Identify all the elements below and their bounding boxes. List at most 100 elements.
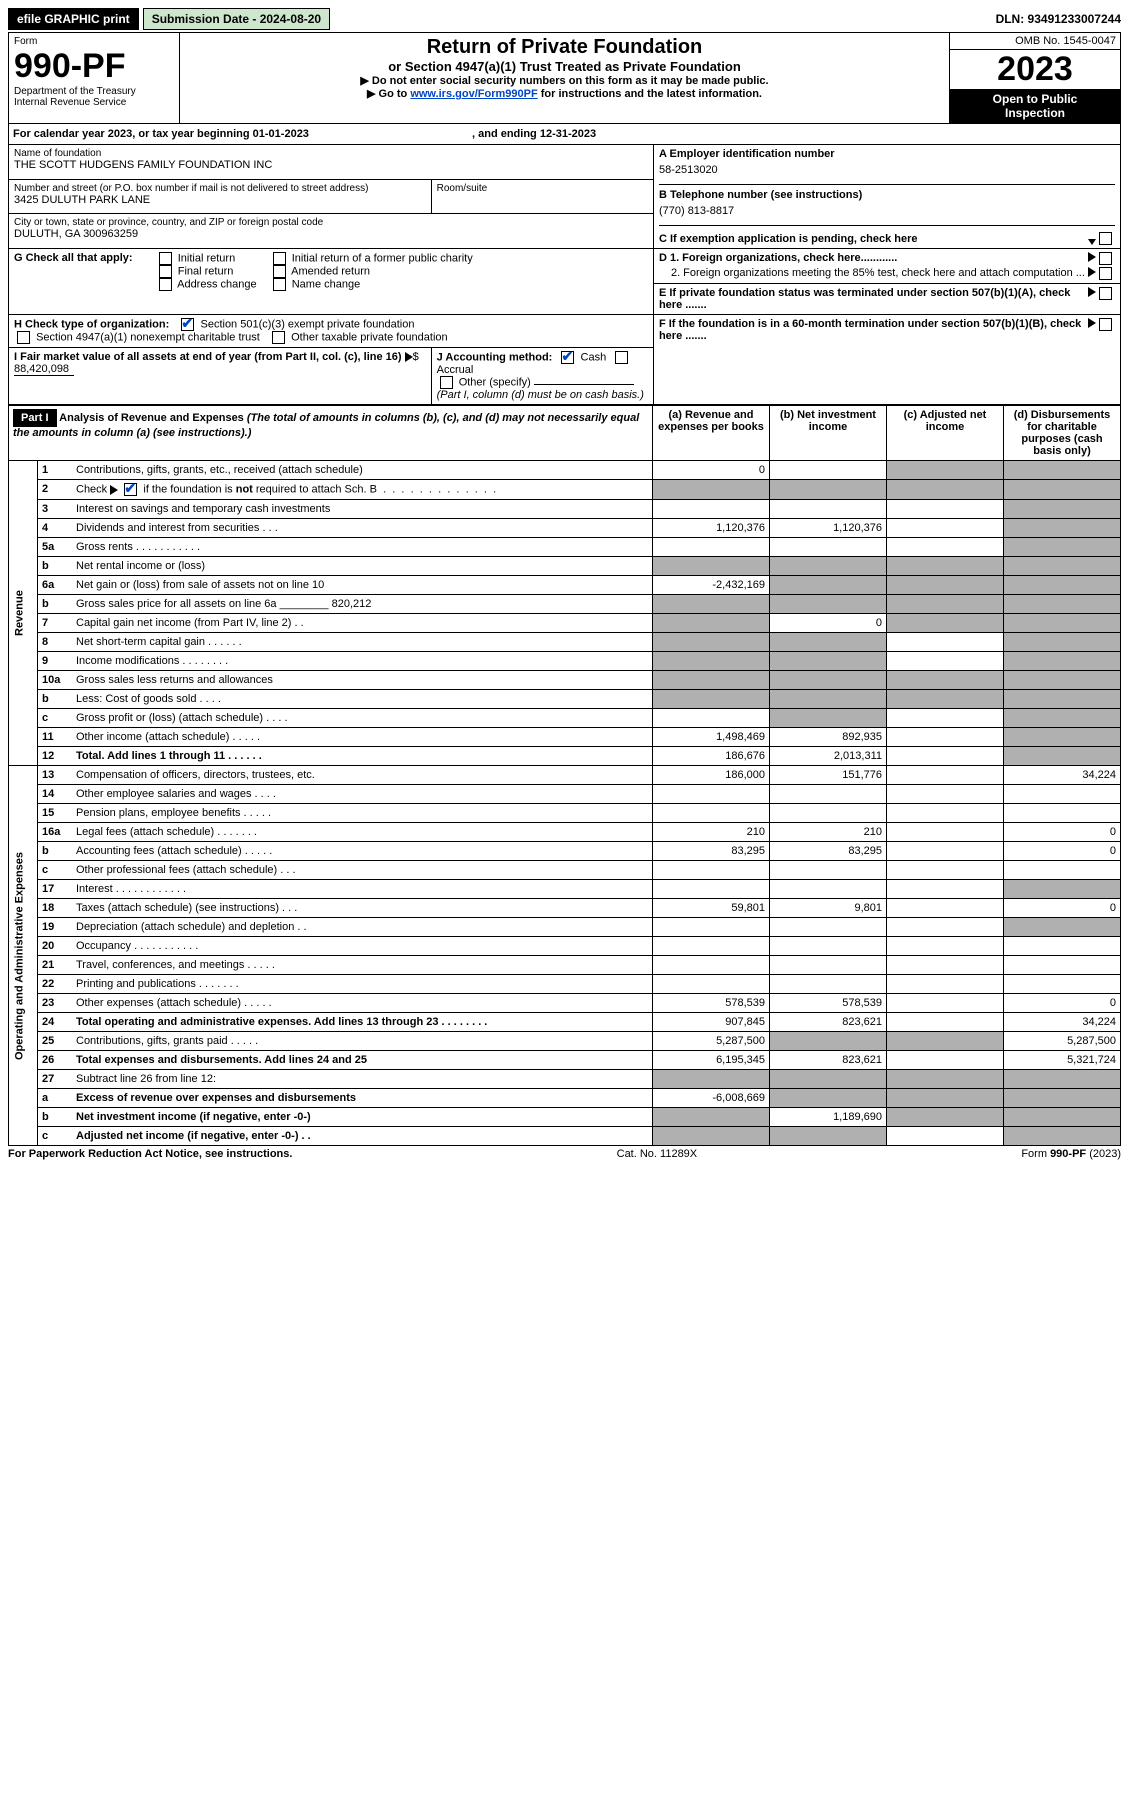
value-cell — [1004, 975, 1121, 994]
j-cash-checkbox[interactable] — [561, 351, 574, 364]
value-cell — [1004, 557, 1121, 576]
value-cell — [653, 690, 770, 709]
j-accrual-checkbox[interactable] — [615, 351, 628, 364]
city-value: DULUTH, GA 300963259 — [14, 228, 648, 240]
value-cell — [653, 880, 770, 899]
value-cell: 0 — [1004, 842, 1121, 861]
tax-year: 2023 — [950, 50, 1120, 89]
efile-button[interactable]: efile GRAPHIC print — [8, 8, 139, 30]
row-description: Subtract line 26 from line 12: — [72, 1070, 653, 1089]
value-cell — [770, 576, 887, 595]
name-label: Name of foundation — [14, 148, 648, 159]
value-cell — [653, 671, 770, 690]
table-row: aExcess of revenue over expenses and dis… — [9, 1089, 1121, 1108]
irs-label: Internal Revenue Service — [14, 97, 174, 108]
form-label: Form — [14, 36, 174, 47]
g-final-checkbox[interactable] — [159, 265, 172, 278]
row-description: Total operating and administrative expen… — [72, 1013, 653, 1032]
value-cell — [1004, 956, 1121, 975]
row-description: Net gain or (loss) from sale of assets n… — [72, 576, 653, 595]
value-cell: 83,295 — [653, 842, 770, 861]
value-cell: 210 — [770, 823, 887, 842]
c-checkbox[interactable] — [1099, 232, 1112, 245]
table-row: 10aGross sales less returns and allowanc… — [9, 671, 1121, 690]
e-checkbox[interactable] — [1099, 287, 1112, 300]
j-accrual: Accrual — [437, 364, 474, 376]
value-cell — [887, 747, 1004, 766]
submission-button[interactable]: Submission Date - 2024-08-20 — [143, 8, 330, 30]
g-initial-checkbox[interactable] — [159, 252, 172, 265]
value-cell — [887, 994, 1004, 1013]
h-other: Other taxable private foundation — [291, 331, 448, 343]
h-4947-checkbox[interactable] — [17, 331, 30, 344]
value-cell — [1004, 747, 1121, 766]
row-number: 19 — [38, 918, 73, 937]
room-cell: Room/suite — [431, 179, 653, 214]
value-cell — [653, 1070, 770, 1089]
g-former-checkbox[interactable] — [273, 252, 286, 265]
h-label: H Check type of organization: — [14, 318, 169, 330]
row-description: Net rental income or (loss) — [72, 557, 653, 576]
form990pf-link[interactable]: www.irs.gov/Form990PF — [410, 88, 537, 100]
j-other-checkbox[interactable] — [440, 376, 453, 389]
table-row: 18Taxes (attach schedule) (see instructi… — [9, 899, 1121, 918]
d2-checkbox[interactable] — [1099, 267, 1112, 280]
value-cell — [887, 461, 1004, 480]
value-cell — [887, 557, 1004, 576]
row-description: Gross rents . . . . . . . . . . . — [72, 538, 653, 557]
value-cell: 5,287,500 — [1004, 1032, 1121, 1051]
name-cell: Name of foundation THE SCOTT HUDGENS FAM… — [9, 145, 654, 180]
row-number: 20 — [38, 937, 73, 956]
g-name-checkbox[interactable] — [273, 278, 286, 291]
value-cell — [1004, 880, 1121, 899]
row-number: c — [38, 861, 73, 880]
row-description: Total expenses and disbursements. Add li… — [72, 1051, 653, 1070]
g-opt-5: Name change — [292, 278, 361, 290]
triangle-icon — [1088, 252, 1096, 262]
f-checkbox[interactable] — [1099, 318, 1112, 331]
row-description: Contributions, gifts, grants, etc., rece… — [72, 461, 653, 480]
value-cell — [653, 1108, 770, 1127]
address-cell: Number and street (or P.O. box number if… — [9, 179, 432, 214]
table-row: 23Other expenses (attach schedule) . . .… — [9, 994, 1121, 1013]
table-row: 26Total expenses and disbursements. Add … — [9, 1051, 1121, 1070]
g-opt-3: Initial return of a former public charit… — [292, 252, 473, 264]
h-501c3-checkbox[interactable] — [181, 318, 194, 331]
value-cell — [887, 861, 1004, 880]
value-cell: 210 — [653, 823, 770, 842]
table-row: cOther professional fees (attach schedul… — [9, 861, 1121, 880]
value-cell: 823,621 — [770, 1051, 887, 1070]
table-row: 22Printing and publications . . . . . . … — [9, 975, 1121, 994]
value-cell — [887, 1070, 1004, 1089]
row-description: Accounting fees (attach schedule) . . . … — [72, 842, 653, 861]
addr-label: Number and street (or P.O. box number if… — [14, 183, 426, 194]
cal-pre: For calendar year 2023, or tax year begi… — [13, 128, 253, 140]
d1-checkbox[interactable] — [1099, 252, 1112, 265]
value-cell — [887, 956, 1004, 975]
value-cell — [770, 918, 887, 937]
j-label: J Accounting method: — [437, 351, 553, 363]
value-cell — [1004, 804, 1121, 823]
value-cell — [1004, 519, 1121, 538]
sch-b-checkbox[interactable] — [124, 483, 137, 496]
value-cell — [770, 709, 887, 728]
h-other-checkbox[interactable] — [272, 331, 285, 344]
value-cell — [887, 728, 1004, 747]
room-label: Room/suite — [437, 183, 648, 194]
g-address-checkbox[interactable] — [159, 278, 172, 291]
table-row: Operating and Administrative Expenses13C… — [9, 766, 1121, 785]
table-row: cAdjusted net income (if negative, enter… — [9, 1127, 1121, 1146]
part1-label: Part I — [13, 409, 57, 427]
row-number: 18 — [38, 899, 73, 918]
row-number: 7 — [38, 614, 73, 633]
g-opt-1: Final return — [178, 265, 234, 277]
table-row: 6aNet gain or (loss) from sale of assets… — [9, 576, 1121, 595]
triangle-icon-4 — [1088, 318, 1096, 328]
form-title-cell: Return of Private Foundation or Section … — [180, 33, 950, 124]
value-cell: 5,321,724 — [1004, 1051, 1121, 1070]
g-amended-checkbox[interactable] — [273, 265, 286, 278]
value-cell: 186,000 — [653, 766, 770, 785]
value-cell — [770, 1032, 887, 1051]
value-cell — [887, 709, 1004, 728]
value-cell — [1004, 500, 1121, 519]
